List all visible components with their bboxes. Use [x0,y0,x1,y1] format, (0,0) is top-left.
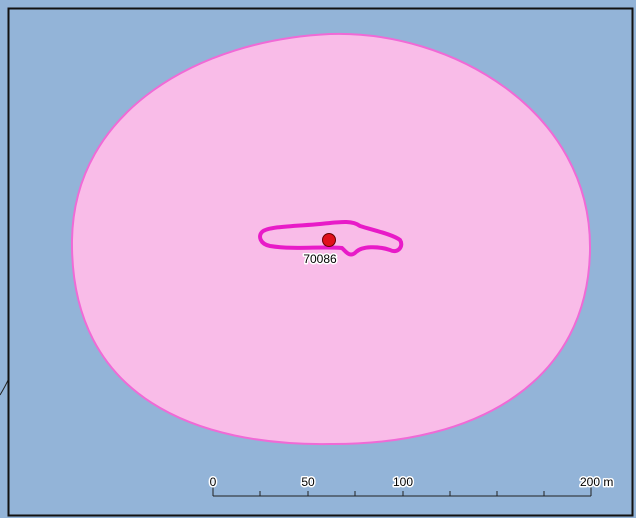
scale-label: 0 [210,475,217,489]
point-marker [322,233,336,247]
point-label: 70086 [303,252,337,266]
frame [7,7,634,517]
scale-label: 100 [393,475,413,489]
island-outline [258,220,404,257]
scale-label: 200 m [580,475,613,489]
scale-bar [212,486,592,497]
scale-label: 50 [301,475,315,489]
